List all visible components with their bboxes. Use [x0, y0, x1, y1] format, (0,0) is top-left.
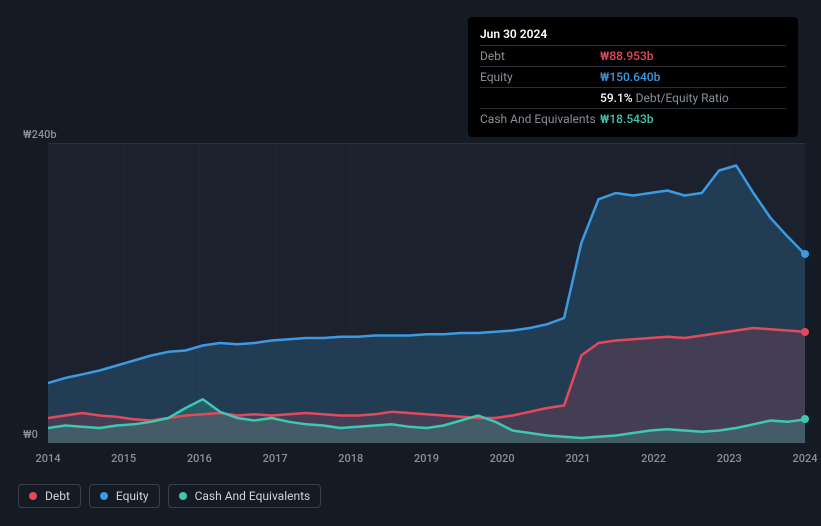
legend-item[interactable]: Debt — [18, 484, 81, 508]
legend-label: Debt — [45, 489, 70, 503]
tooltip-row: Debt₩88.953b — [480, 45, 786, 66]
legend-label: Cash And Equivalents — [195, 489, 311, 503]
legend-dot-icon — [179, 492, 187, 500]
x-axis-label: 2014 — [35, 452, 60, 465]
equity-end-marker — [801, 250, 809, 258]
y-axis-label: ₩240b — [23, 128, 57, 141]
tooltip-value: ₩88.953b — [600, 47, 654, 65]
tooltip-row: 59.1% Debt/Equity Ratio — [480, 87, 786, 108]
x-axis-label: 2019 — [414, 452, 439, 465]
tooltip-row: Cash And Equivalents₩18.543b — [480, 108, 786, 129]
tooltip-date: Jun 30 2024 — [480, 25, 786, 43]
chart-plot — [48, 143, 805, 443]
tooltip-label — [480, 89, 600, 107]
x-axis-label: 2024 — [792, 452, 817, 465]
x-axis-label: 2022 — [641, 452, 666, 465]
legend-dot-icon — [100, 492, 108, 500]
legend-label: Equity — [116, 489, 149, 503]
debt-end-marker — [801, 328, 809, 336]
x-axis-label: 2016 — [187, 452, 212, 465]
x-axis-label: 2015 — [111, 452, 136, 465]
tooltip-label: Debt — [480, 47, 600, 65]
legend-dot-icon — [29, 492, 37, 500]
x-axis-label: 2018 — [338, 452, 363, 465]
legend-item[interactable]: Cash And Equivalents — [168, 484, 322, 508]
tooltip-value: 59.1% Debt/Equity Ratio — [600, 89, 729, 107]
chart-tooltip: Jun 30 2024 Debt₩88.953bEquity₩150.640b5… — [468, 17, 798, 137]
tooltip-value: ₩150.640b — [600, 68, 660, 86]
cash-end-marker — [801, 415, 809, 423]
y-axis-label: ₩0 — [23, 428, 38, 441]
tooltip-label: Cash And Equivalents — [480, 110, 600, 128]
x-axis-label: 2020 — [490, 452, 515, 465]
x-axis-label: 2017 — [263, 452, 288, 465]
chart-svg — [48, 143, 805, 443]
chart-legend: Debt Equity Cash And Equivalents — [18, 484, 321, 508]
tooltip-row: Equity₩150.640b — [480, 66, 786, 87]
x-axis-label: 2023 — [717, 452, 742, 465]
tooltip-value: ₩18.543b — [600, 110, 654, 128]
tooltip-label: Equity — [480, 68, 600, 86]
x-axis-label: 2021 — [565, 452, 590, 465]
legend-item[interactable]: Equity — [89, 484, 160, 508]
